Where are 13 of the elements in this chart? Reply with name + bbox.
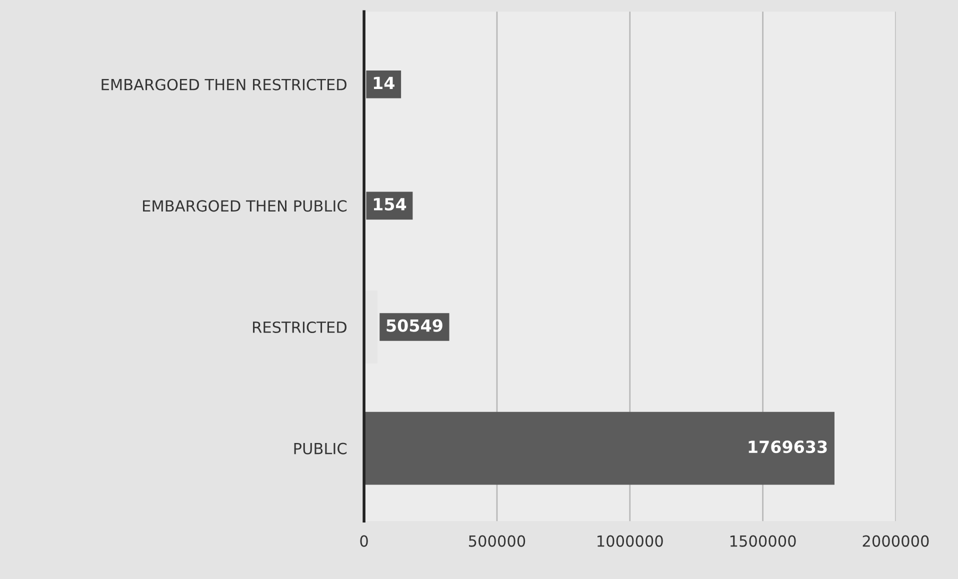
data-label: 14: [374, 76, 394, 89]
data-label: 154: [374, 198, 406, 211]
data-label: 1769633: [748, 440, 827, 454]
y-tick-label: EMBARGOED THEN RESTRICTED: [102, 78, 346, 90]
x-tick-label: 500000: [468, 535, 526, 547]
x-tick-label: 2000000: [862, 535, 929, 547]
data-label: 50549: [386, 319, 442, 332]
y-tick-label: RESTRICTED: [253, 321, 346, 334]
y-tick-label: EMBARGOED THEN PUBLIC: [143, 200, 347, 212]
y-tick-label: PUBLIC: [294, 442, 347, 454]
x-tick-label: 1000000: [598, 535, 663, 547]
x-tick-label: 1500000: [730, 535, 796, 547]
x-tick-label: 0: [360, 535, 368, 547]
